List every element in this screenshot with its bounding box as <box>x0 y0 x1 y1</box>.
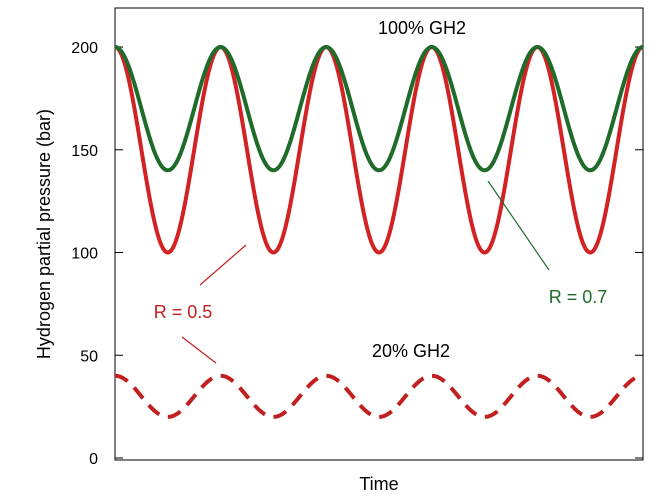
y-tick-label: 0 <box>89 451 98 468</box>
y-tick-label: 50 <box>80 348 98 365</box>
x-axis-label: Time <box>359 474 398 494</box>
y-tick-label: 100 <box>71 246 98 263</box>
r07-label: R = 0.7 <box>549 287 608 307</box>
bottom-label: 20% GH2 <box>372 341 450 361</box>
r07-pointer <box>487 180 550 271</box>
r05-upper-pointer <box>199 244 247 286</box>
y-axis-label: Hydrogen partial pressure (bar) <box>34 109 54 359</box>
series-line-0 <box>113 45 645 173</box>
y-tick-label: 150 <box>71 143 98 160</box>
series-line-2 <box>113 373 645 419</box>
series-group <box>113 45 645 419</box>
y-axis-ticks: 0 50 100 150 200 <box>71 40 643 468</box>
r05-lower-pointer <box>181 336 217 364</box>
r05-label: R = 0.5 <box>154 302 213 322</box>
top-label: 100% GH2 <box>378 18 466 38</box>
y-tick-label: 200 <box>71 40 98 57</box>
series-line-1 <box>113 45 645 255</box>
plot-frame <box>114 7 644 461</box>
